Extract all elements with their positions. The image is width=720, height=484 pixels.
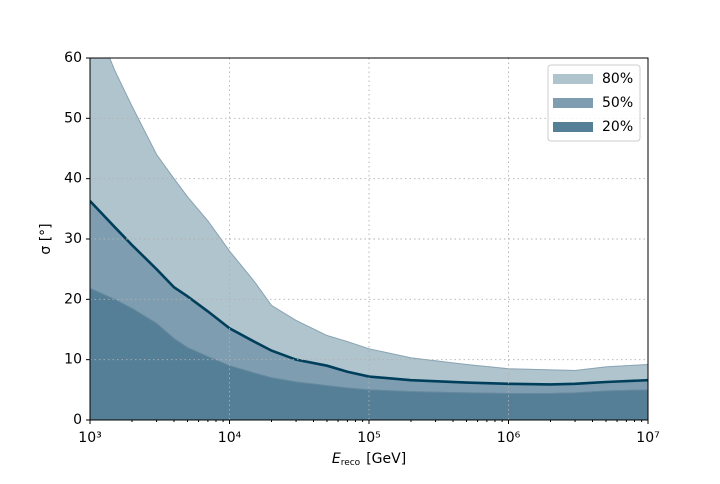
legend-label: 50% [602, 95, 633, 111]
y-axis-label: σ [°] [38, 223, 54, 254]
series-line [90, 200, 648, 386]
area-edge [90, 288, 648, 394]
x-tick-label: 10⁴ [218, 430, 242, 446]
x-tick-label: 10³ [78, 430, 101, 446]
legend-swatch [553, 74, 593, 84]
x-axis-label: Ereco [GeV] [332, 451, 406, 468]
x-tick-label: 10⁶ [497, 430, 521, 446]
area-edge [109, 58, 648, 372]
y-tick-label: 30 [64, 231, 82, 247]
x-label-main: E [332, 451, 341, 467]
legend-swatch [553, 122, 593, 132]
y-tick-label: 60 [64, 50, 82, 66]
x-label-unit: [GeV] [366, 451, 406, 467]
y-tick-label: 10 [64, 352, 82, 368]
legend-label: 20% [602, 119, 633, 135]
x-tick-label: 10⁷ [636, 430, 659, 446]
y-tick-label: 40 [64, 171, 82, 187]
x-tick-label: 10⁵ [357, 430, 380, 446]
y-tick-label: 20 [64, 291, 82, 307]
x-label-sub: reco [341, 458, 361, 468]
legend-swatch [553, 98, 593, 108]
y-tick-label: 50 [64, 110, 82, 126]
y-tick-label: 0 [73, 412, 82, 428]
legend-label: 80% [602, 71, 633, 87]
